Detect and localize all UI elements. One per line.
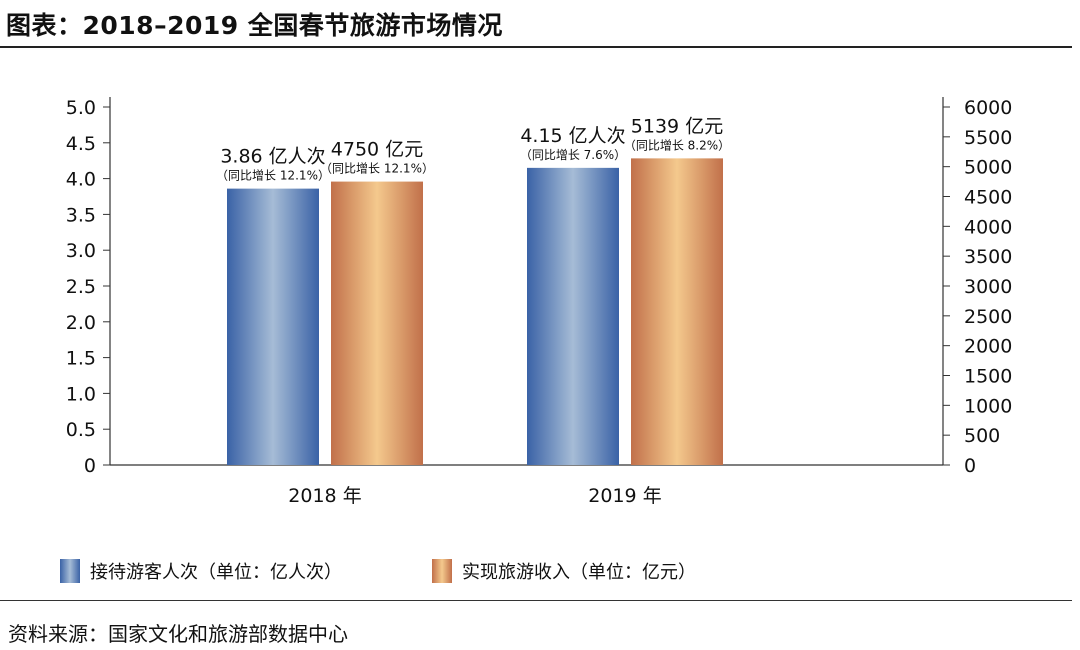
bar-value-label: 5139 亿元	[631, 115, 723, 137]
left-tick-label: 5.0	[66, 97, 96, 119]
right-tick-label: 0	[964, 455, 976, 477]
source-divider	[0, 600, 1072, 601]
right-tick-label: 2000	[964, 336, 1012, 358]
right-tick-label: 3500	[964, 246, 1012, 268]
right-tick-label: 5500	[964, 127, 1012, 149]
chart-area: 0 0.5 1.0 1.5 2.0 2.5 3.0 3.5 4.0 4.5 5.0 0 500 1000 1…	[66, 97, 1012, 507]
bar-growth-note: （同比增长 12.1%）	[320, 162, 434, 176]
right-tick-label: 1000	[964, 395, 1012, 417]
bar-revenue	[631, 158, 723, 466]
right-tick-label: 4000	[964, 216, 1012, 238]
right-tick-label: 2500	[964, 306, 1012, 328]
x-tick-label: 2018 年	[288, 485, 361, 507]
right-tick-label: 6000	[964, 97, 1012, 119]
chart-title: 图表：2018–2019 全国春节旅游市场情况	[6, 11, 503, 40]
right-tick-label: 1500	[964, 366, 1012, 388]
x-tick-label: 2019 年	[588, 485, 661, 507]
source-text: 资料来源：国家文化和旅游部数据中心	[8, 622, 348, 646]
legend-item-visitors: 接待游客人次（单位：亿人次）	[60, 557, 342, 585]
left-tick-label: 3.5	[66, 204, 96, 226]
legend-swatch-blue	[60, 559, 80, 583]
left-tick-label: 0.5	[66, 419, 96, 441]
left-tick-label: 4.0	[66, 169, 96, 191]
right-tick-label: 5000	[964, 157, 1012, 179]
left-tick-label: 1.0	[66, 383, 96, 405]
legend-label-visitors: 接待游客人次（单位：亿人次）	[90, 562, 342, 583]
left-tick-label: 2.0	[66, 312, 96, 334]
bar-visitors	[527, 167, 619, 466]
left-tick-label: 0	[84, 455, 96, 477]
right-tick-label: 4500	[964, 187, 1012, 209]
bar-growth-note: （同比增长 12.1%）	[216, 169, 330, 183]
bar-revenue	[331, 181, 423, 466]
right-tick-label: 3000	[964, 276, 1012, 298]
left-tick-label: 2.5	[66, 276, 96, 298]
right-tick-label: 500	[964, 425, 1000, 447]
legend-swatch-orange	[432, 559, 452, 583]
bar-value-label: 4.15 亿人次	[520, 125, 625, 147]
bar-value-label: 3.86 亿人次	[220, 146, 325, 168]
bar-visitors	[227, 188, 319, 465]
bar-growth-note: （同比增长 7.6%）	[520, 148, 626, 162]
bar-growth-note: （同比增长 8.2%）	[624, 138, 730, 152]
legend-item-revenue: 实现旅游收入（单位：亿元）	[432, 557, 696, 585]
left-tick-label: 4.5	[66, 133, 96, 155]
left-tick-label: 3.0	[66, 240, 96, 262]
title-divider	[0, 46, 1072, 48]
left-tick-label: 1.5	[66, 348, 96, 370]
legend-label-revenue: 实现旅游收入（单位：亿元）	[462, 562, 696, 583]
bar-value-label: 4750 亿元	[331, 139, 423, 161]
